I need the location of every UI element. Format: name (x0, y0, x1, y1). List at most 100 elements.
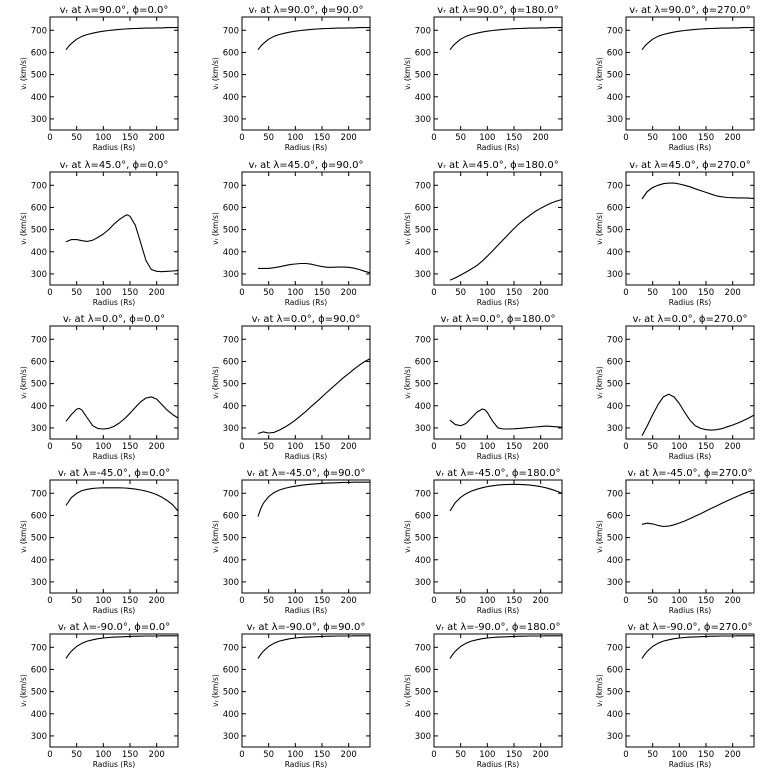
y-tick-label: 400 (31, 402, 47, 412)
plot-frame (49, 171, 179, 286)
x-tick-label: 200 (149, 596, 165, 606)
panel-9: vᵣ at λ=0.0°, ϕ=0.0° 0 50 100 150 200 300 400 50… (19, 314, 179, 461)
y-tick-label: 400 (31, 556, 47, 566)
y-tick-label: 600 (415, 511, 431, 521)
y-axis-label: vᵣ (km/s) (595, 212, 604, 245)
x-tick-label: 100 (479, 750, 495, 760)
x-tick-label: 200 (533, 133, 549, 143)
series-line (65, 396, 179, 430)
x-tick-label: 200 (149, 442, 165, 452)
y-tick-label: 300 (223, 732, 239, 742)
x-tick-label: 50 (71, 596, 82, 606)
x-tick-label: 50 (455, 596, 466, 606)
y-tick-label: 700 (607, 26, 623, 36)
x-tick-label: 150 (698, 288, 714, 298)
x-tick-label: 150 (506, 750, 522, 760)
series-line (257, 481, 370, 517)
x-axis-label: Radius (Rs) (285, 298, 328, 307)
y-axis-label: vᵣ (km/s) (403, 366, 412, 399)
y-tick-label: 300 (223, 578, 239, 588)
series-line (641, 635, 754, 659)
y-tick-label: 400 (415, 248, 431, 258)
x-axis-label: Radius (Rs) (669, 606, 712, 615)
x-tick-label: 150 (122, 133, 138, 143)
y-tick-label: 500 (415, 380, 431, 390)
x-axis-label: Radius (Rs) (93, 760, 136, 768)
series-line (449, 198, 563, 281)
panel-6: vᵣ at λ=45.0°, ϕ=90.0° 0 50 100 150 200 300 400… (211, 160, 371, 307)
y-tick-label: 400 (607, 710, 623, 720)
y-tick-label: 300 (31, 424, 47, 434)
x-tick-label: 150 (314, 133, 330, 143)
x-tick-label: 100 (479, 442, 495, 452)
x-tick-label: 200 (725, 442, 741, 452)
y-tick-label: 300 (31, 732, 47, 742)
x-tick-label: 150 (314, 442, 330, 452)
y-tick-label: 700 (607, 181, 623, 191)
y-tick-label: 400 (607, 248, 623, 258)
x-tick-label: 150 (698, 596, 714, 606)
x-tick-label: 0 (239, 442, 244, 452)
y-tick-label: 600 (31, 357, 47, 367)
y-tick-label: 700 (223, 643, 239, 653)
x-tick-label: 100 (95, 288, 111, 298)
x-tick-label: 150 (122, 750, 138, 760)
panel-title: vᵣ at λ=-45.0°, ϕ=0.0° (58, 468, 170, 479)
plot-frame (241, 171, 371, 286)
plot-frame (241, 479, 371, 594)
y-tick-label: 500 (31, 380, 47, 390)
x-tick-label: 50 (263, 288, 274, 298)
x-tick-label: 100 (95, 596, 111, 606)
x-tick-label: 100 (95, 750, 111, 760)
x-tick-label: 100 (287, 596, 303, 606)
panel-title: vᵣ at λ=0.0°, ϕ=270.0° (632, 314, 747, 325)
x-tick-label: 100 (287, 750, 303, 760)
x-tick-label: 0 (623, 442, 628, 452)
x-axis-label: Radius (Rs) (93, 606, 136, 615)
y-tick-label: 400 (31, 710, 47, 720)
y-tick-label: 700 (415, 26, 431, 36)
x-tick-label: 100 (671, 750, 687, 760)
x-tick-label: 50 (455, 288, 466, 298)
x-tick-label: 0 (623, 288, 628, 298)
x-tick-label: 0 (431, 442, 436, 452)
x-tick-label: 0 (431, 596, 436, 606)
x-tick-label: 150 (698, 442, 714, 452)
panel-title: vᵣ at λ=-45.0°, ϕ=180.0° (435, 468, 560, 479)
panel-title: vᵣ at λ=45.0°, ϕ=270.0° (629, 160, 750, 171)
y-tick-label: 300 (31, 578, 47, 588)
y-tick-label: 300 (607, 732, 623, 742)
y-tick-label: 500 (223, 688, 239, 698)
y-tick-label: 600 (223, 203, 239, 213)
y-tick-label: 400 (31, 93, 47, 103)
panel-3: vᵣ at λ=90.0°, ϕ=180.0° 0 50 100 150 200 300 40… (403, 5, 563, 152)
x-tick-label: 200 (149, 288, 165, 298)
x-tick-label: 150 (698, 750, 714, 760)
x-tick-label: 50 (71, 442, 82, 452)
panel-15: vᵣ at λ=-45.0°, ϕ=180.0° 0 50 100 150 200 300 4… (403, 468, 563, 615)
series-line (641, 489, 755, 528)
y-tick-label: 700 (415, 643, 431, 653)
y-tick-label: 500 (31, 226, 47, 236)
y-tick-label: 400 (223, 710, 239, 720)
y-tick-label: 400 (223, 248, 239, 258)
x-tick-label: 200 (149, 133, 165, 143)
x-tick-label: 50 (455, 442, 466, 452)
plot-frame (241, 633, 371, 748)
y-tick-label: 700 (31, 335, 47, 345)
y-axis-label: vᵣ (km/s) (211, 212, 220, 245)
y-tick-label: 500 (415, 71, 431, 81)
x-tick-label: 50 (71, 288, 82, 298)
series-line (449, 483, 563, 512)
y-tick-label: 300 (223, 424, 239, 434)
panel-title: vᵣ at λ=45.0°, ϕ=90.0° (248, 160, 363, 171)
x-tick-label: 200 (149, 750, 165, 760)
panel-19: vᵣ at λ=-90.0°, ϕ=180.0° 0 50 100 150 200 300 4… (403, 622, 563, 768)
y-tick-label: 600 (607, 665, 623, 675)
plot-frame (433, 479, 563, 594)
x-tick-label: 200 (725, 288, 741, 298)
x-tick-label: 0 (47, 442, 52, 452)
plot-frame (49, 325, 179, 440)
x-tick-label: 150 (314, 288, 330, 298)
panel-title: vᵣ at λ=45.0°, ϕ=180.0° (437, 160, 558, 171)
